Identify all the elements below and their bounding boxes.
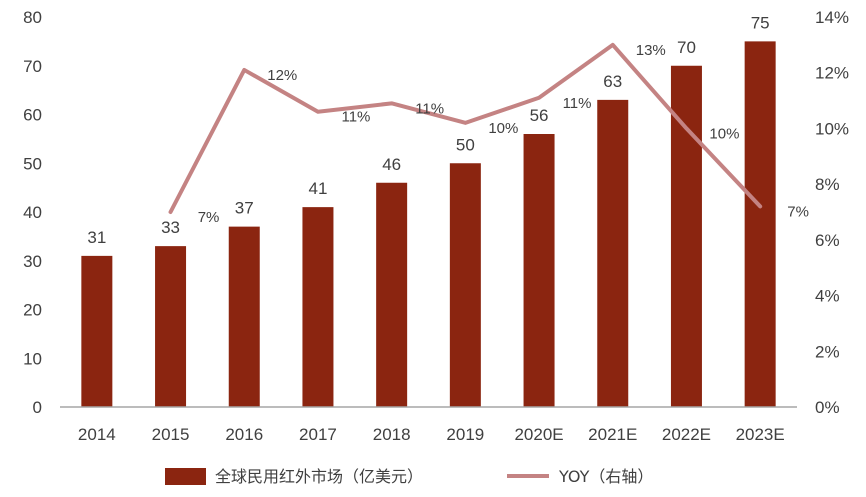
yoy-value-label: 7% [787,203,809,220]
x-tick-label: 2017 [299,425,337,444]
yoy-line [168,42,763,214]
bar-value-label: 37 [235,199,254,218]
left-axis: 0 10 20 30 40 50 60 70 80 [23,8,42,417]
x-tick-label: 2022E [662,425,711,444]
bar-series [81,41,776,407]
x-tick-label: 2019 [446,425,484,444]
bar [670,65,702,407]
right-tick-label: 2% [815,342,840,361]
bar-value-label: 56 [530,106,549,125]
yoy-value-label: 11% [563,95,592,112]
x-tick-label: 2023E [736,425,785,444]
yoy-value-label: 13% [636,42,666,59]
bar [302,207,334,407]
bar-value-labels: 31 33 37 41 46 50 56 63 70 75 [87,13,769,247]
x-tick-label: 2020E [514,425,563,444]
bar [744,41,776,407]
bar [523,134,555,407]
bar-value-label: 70 [677,38,696,57]
right-tick-label: 4% [815,287,840,306]
x-tick-label: 2018 [373,425,411,444]
legend-label-bar: 全球民用红外市场（亿美元） [215,467,423,486]
left-tick-label: 70 [23,57,42,76]
left-tick-label: 0 [33,398,42,417]
right-tick-label: 10% [815,119,849,138]
right-tick-label: 14% [815,8,849,27]
left-tick-label: 20 [23,301,42,320]
right-tick-label: 8% [815,175,840,194]
legend: 全球民用红外市场（亿美元） YOY（右轴） [165,467,653,486]
bar-value-label: 41 [308,179,327,198]
bar [81,255,113,407]
right-axis: 0% 2% 4% 6% 8% 10% 12% 14% [815,8,849,417]
yoy-value-label: 12% [267,67,297,84]
x-tick-labels: 2014 2015 2016 2017 2018 2019 2020E 2021E 2022E 2… [78,425,785,444]
right-tick-label: 12% [815,64,849,83]
yoy-value-label: 10% [709,125,739,142]
bar-value-label: 75 [751,13,770,32]
bar-value-label: 31 [87,228,106,247]
yoy-value-label: 10% [488,120,518,137]
yoy-value-label: 11% [415,100,444,117]
bar-value-label: 33 [161,218,180,237]
right-tick-label: 0% [815,398,840,417]
x-tick-label: 2016 [225,425,263,444]
x-tick-label: 2014 [78,425,116,444]
right-tick-label: 6% [815,231,840,250]
bar [597,99,629,407]
yoy-value-labels: 7% 12% 11% 11% 10% 11% 13% 10% 7% [198,42,809,226]
yoy-value-label: 7% [198,209,220,226]
left-tick-label: 50 [23,154,42,173]
x-tick-label: 2015 [152,425,190,444]
bar [155,246,187,407]
left-tick-label: 60 [23,106,42,125]
bar [449,163,481,407]
legend-swatch-bar [165,468,206,485]
bar [228,226,260,407]
yoy-series [168,42,763,214]
left-tick-label: 80 [23,8,42,27]
yoy-value-label: 11% [341,109,370,126]
left-tick-label: 40 [23,203,42,222]
x-tick-label: 2021E [588,425,637,444]
left-tick-label: 10 [23,349,42,368]
legend-label-line: YOY（右轴） [558,467,653,486]
left-tick-label: 30 [23,252,42,271]
bar-value-label: 46 [382,155,401,174]
bar-value-label: 63 [603,72,622,91]
bar-value-label: 50 [456,135,475,154]
bar [376,182,408,407]
